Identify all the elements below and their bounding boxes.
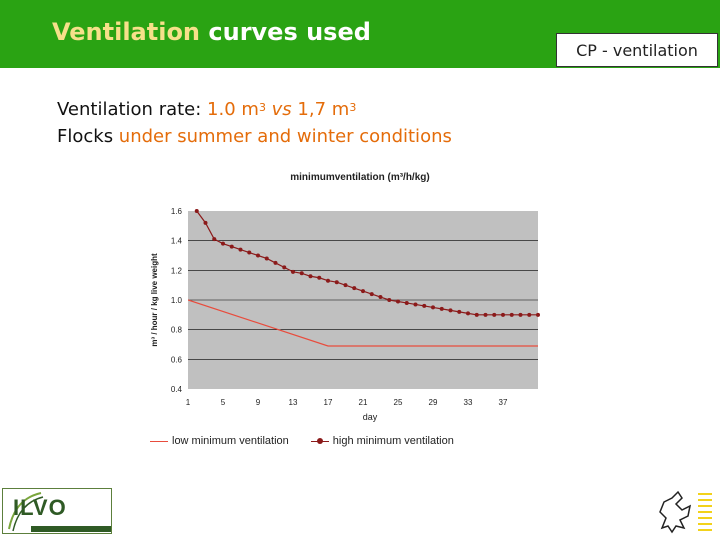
flocks-text: Flocks [57, 126, 114, 147]
body-line-1: Ventilation rate: 1.0 m3 vs 1,7 m3 [57, 96, 452, 123]
x-tick-label: 21 [359, 398, 368, 407]
vs-text: vs [265, 99, 298, 120]
legend-item-low: low minimum ventilation [150, 435, 289, 447]
x-tick-label: 9 [256, 398, 261, 407]
chart-legend: low minimum ventilation high minimum ven… [150, 435, 454, 447]
data-point [396, 299, 400, 304]
y-tick-label: 1.6 [171, 207, 183, 216]
data-point [299, 271, 304, 276]
data-point [509, 312, 514, 317]
data-point [413, 302, 418, 307]
rate-label: Ventilation rate: [57, 99, 208, 120]
data-point [378, 295, 383, 300]
data-point [203, 220, 208, 225]
data-point [273, 260, 278, 265]
data-point [256, 253, 260, 258]
rate-value-a: 1.0 m3 [207, 99, 266, 120]
legend-swatch-low [150, 440, 168, 442]
y-tick-label: 0.4 [171, 385, 183, 394]
logo-text: ILVO [13, 495, 67, 520]
data-point [326, 278, 330, 283]
data-point [527, 312, 532, 317]
x-tick-label: 29 [429, 398, 438, 407]
data-point [238, 247, 243, 252]
data-point [221, 241, 225, 246]
ilvo-logo: ILVO [2, 488, 112, 534]
data-point [247, 250, 252, 255]
data-point [483, 312, 488, 317]
x-tick-label: 1 [186, 398, 191, 407]
header-band [0, 0, 554, 68]
x-tick-label: 13 [289, 398, 298, 407]
data-point [212, 237, 217, 242]
data-point [439, 306, 444, 311]
data-point [361, 289, 365, 294]
data-point [404, 300, 409, 305]
legend-item-high: high minimum ventilation [310, 435, 454, 447]
data-point [466, 311, 470, 316]
legend-label-high: high minimum ventilation [332, 435, 454, 447]
x-tick-label: 25 [394, 398, 403, 407]
data-point [431, 305, 435, 310]
data-point [501, 312, 505, 317]
flemish-lion-icon [659, 490, 712, 534]
x-tick-label: 5 [221, 398, 226, 407]
data-point [264, 256, 269, 261]
x-tick-label: 37 [499, 398, 508, 407]
data-point [492, 312, 497, 317]
legend-label-low: low minimum ventilation [172, 435, 289, 447]
data-point [369, 292, 374, 297]
data-point [422, 303, 427, 308]
data-point [291, 269, 295, 274]
series-line-low [188, 299, 538, 347]
data-point [308, 274, 313, 279]
data-point [457, 309, 462, 314]
section-label: CP - ventilation [556, 33, 718, 67]
x-tick-label: 17 [324, 398, 333, 407]
data-point [334, 280, 339, 285]
y-tick-label: 0.8 [171, 326, 183, 335]
data-point [387, 298, 392, 302]
conditions-text: under summer and winter conditions [113, 126, 452, 147]
logo-swoosh-icon [8, 492, 44, 532]
data-point [229, 244, 234, 249]
chart-title: minimumventilation (m³/h/kg) [290, 172, 430, 183]
data-point [518, 312, 523, 317]
y-tick-label: 1.0 [171, 296, 183, 305]
body-line-2: Flocks under summer and winter condition… [57, 123, 452, 150]
slide-title: Ventilation curves used [52, 18, 371, 46]
y-tick-label: 1.2 [171, 266, 183, 275]
y-tick-label: 1.4 [171, 237, 183, 246]
logo-bar [31, 526, 111, 532]
data-point [536, 312, 540, 317]
legend-swatch-high [310, 437, 329, 444]
data-point [448, 308, 453, 313]
data-point [282, 265, 287, 270]
data-point [474, 312, 479, 317]
data-point [343, 283, 348, 288]
data-point [352, 286, 357, 291]
data-point [194, 209, 199, 213]
rate-value-b: 1,7 m3 [297, 99, 357, 120]
title-rest: curves used [200, 18, 371, 46]
body-text: Ventilation rate: 1.0 m3 vs 1,7 m3 Flock… [57, 96, 452, 150]
chart-xlabel: day [362, 412, 378, 422]
title-highlight: Ventilation [52, 18, 201, 46]
y-tick-label: 0.6 [171, 355, 183, 364]
data-point [317, 275, 322, 280]
x-tick-label: 33 [464, 398, 473, 407]
